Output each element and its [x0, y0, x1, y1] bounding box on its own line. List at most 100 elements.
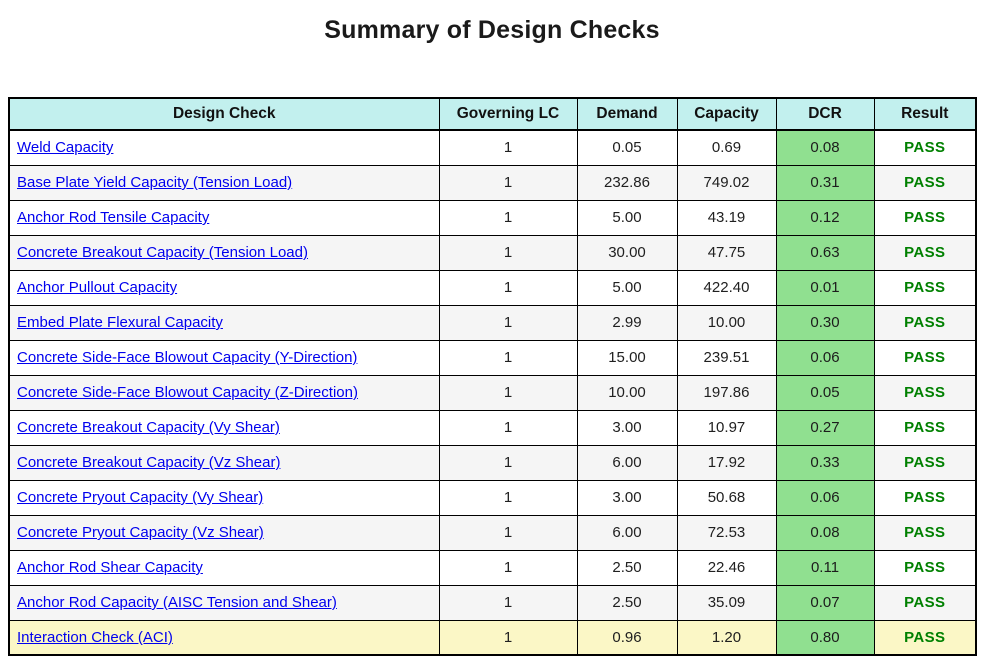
governing-lc-cell: 1 — [438, 584, 578, 621]
result-cell: PASS — [873, 409, 977, 446]
governing-lc-cell: 1 — [438, 514, 578, 551]
dcr-cell: 0.12 — [775, 199, 875, 236]
table-row-weld-capacity: Weld Capacity 1 0.05 0.69 0.08 PASS — [8, 129, 977, 166]
dcr-cell: 0.33 — [775, 444, 875, 481]
capacity-cell: 22.46 — [676, 549, 777, 586]
table-row-side-face-blowout-y: Concrete Side-Face Blowout Capacity (Y-D… — [8, 339, 977, 376]
governing-lc-cell: 1 — [438, 374, 578, 411]
design-check-link[interactable]: Concrete Pryout Capacity (Vz Shear) — [17, 524, 264, 541]
design-check-link[interactable]: Concrete Breakout Capacity (Vy Shear) — [17, 419, 280, 436]
design-check-link[interactable]: Interaction Check (ACI) — [17, 628, 173, 646]
dcr-cell: 0.08 — [775, 129, 875, 166]
capacity-cell: 72.53 — [676, 514, 777, 551]
governing-lc-cell: 1 — [438, 164, 578, 201]
table-row-side-face-blowout-z: Concrete Side-Face Blowout Capacity (Z-D… — [8, 374, 977, 411]
result-cell: PASS — [873, 164, 977, 201]
demand-cell: 6.00 — [576, 514, 678, 551]
design-check-link[interactable]: Concrete Side-Face Blowout Capacity (Y-D… — [17, 349, 358, 366]
capacity-cell: 1.20 — [676, 619, 777, 656]
demand-cell: 3.00 — [576, 479, 678, 516]
governing-lc-cell: 1 — [438, 549, 578, 586]
dcr-cell: 0.30 — [775, 304, 875, 341]
capacity-cell: 749.02 — [676, 164, 777, 201]
design-check-link[interactable]: Concrete Pryout Capacity (Vy Shear) — [17, 489, 264, 506]
governing-lc-cell: 1 — [438, 444, 578, 481]
table-row-anchor-rod-aisc: Anchor Rod Capacity (AISC Tension and Sh… — [8, 584, 977, 621]
design-check-link[interactable]: Anchor Rod Capacity (AISC Tension and Sh… — [17, 594, 337, 611]
demand-cell: 232.86 — [576, 164, 678, 201]
dcr-cell: 0.06 — [775, 479, 875, 516]
governing-lc-cell: 1 — [438, 199, 578, 236]
capacity-cell: 47.75 — [676, 234, 777, 271]
table-row-concrete-breakout-tension: Concrete Breakout Capacity (Tension Load… — [8, 234, 977, 271]
design-check-link[interactable]: Anchor Pullout Capacity — [17, 279, 178, 296]
design-check-link[interactable]: Concrete Breakout Capacity (Tension Load… — [17, 244, 308, 261]
governing-lc-cell: 1 — [438, 479, 578, 516]
result-cell: PASS — [873, 584, 977, 621]
design-check-link[interactable]: Anchor Rod Shear Capacity — [17, 559, 203, 576]
demand-cell: 6.00 — [576, 444, 678, 481]
table-row-base-plate-yield: Base Plate Yield Capacity (Tension Load)… — [8, 164, 977, 201]
design-check-link[interactable]: Embed Plate Flexural Capacity — [17, 314, 223, 331]
table-header-row: Design Check Governing LC Demand Capacit… — [8, 97, 977, 131]
capacity-cell: 35.09 — [676, 584, 777, 621]
dcr-cell: 0.08 — [775, 514, 875, 551]
demand-cell: 2.99 — [576, 304, 678, 341]
capacity-cell: 197.86 — [676, 374, 777, 411]
design-check-link[interactable]: Base Plate Yield Capacity (Tension Load) — [17, 174, 293, 191]
header-governing-lc: Governing LC — [438, 97, 578, 131]
dcr-cell: 0.06 — [775, 339, 875, 376]
header-capacity: Capacity — [676, 97, 777, 131]
result-cell: PASS — [873, 339, 977, 376]
governing-lc-cell: 1 — [438, 409, 578, 446]
governing-lc-cell: 1 — [438, 234, 578, 271]
capacity-cell: 0.69 — [676, 129, 777, 166]
dcr-cell: 0.11 — [775, 549, 875, 586]
result-cell: PASS — [873, 514, 977, 551]
capacity-cell: 10.00 — [676, 304, 777, 341]
capacity-cell: 239.51 — [676, 339, 777, 376]
capacity-cell: 422.40 — [676, 269, 777, 306]
demand-cell: 0.96 — [576, 619, 678, 656]
result-cell: PASS — [873, 304, 977, 341]
result-cell: PASS — [873, 619, 977, 656]
table-row-concrete-breakout-vz: Concrete Breakout Capacity (Vz Shear) 1 … — [8, 444, 977, 481]
design-check-link[interactable]: Concrete Breakout Capacity (Vz Shear) — [17, 454, 281, 471]
dcr-cell: 0.80 — [775, 619, 875, 656]
result-cell: PASS — [873, 129, 977, 166]
governing-lc-cell: 1 — [438, 619, 578, 656]
dcr-cell: 0.27 — [775, 409, 875, 446]
design-check-link[interactable]: Weld Capacity — [17, 139, 114, 157]
table-row-embed-plate-flexural: Embed Plate Flexural Capacity 1 2.99 10.… — [8, 304, 977, 341]
table-row-concrete-breakout-vy: Concrete Breakout Capacity (Vy Shear) 1 … — [8, 409, 977, 446]
result-cell: PASS — [873, 479, 977, 516]
governing-lc-cell: 1 — [438, 269, 578, 306]
table-row-concrete-pryout-vy: Concrete Pryout Capacity (Vy Shear) 1 3.… — [8, 479, 977, 516]
header-demand: Demand — [576, 97, 678, 131]
table-row-anchor-rod-tensile: Anchor Rod Tensile Capacity 1 5.00 43.19… — [8, 199, 977, 236]
demand-cell: 5.00 — [576, 269, 678, 306]
design-check-link[interactable]: Concrete Side-Face Blowout Capacity (Z-D… — [17, 384, 358, 401]
result-cell: PASS — [873, 374, 977, 411]
capacity-cell: 50.68 — [676, 479, 777, 516]
demand-cell: 3.00 — [576, 409, 678, 446]
page-title: Summary of Design Checks — [324, 16, 660, 44]
dcr-cell: 0.07 — [775, 584, 875, 621]
demand-cell: 30.00 — [576, 234, 678, 271]
table-row-anchor-rod-shear: Anchor Rod Shear Capacity 1 2.50 22.46 0… — [8, 549, 977, 586]
header-result: Result — [873, 97, 977, 131]
result-cell: PASS — [873, 234, 977, 271]
header-design-check: Design Check — [8, 97, 440, 131]
demand-cell: 2.50 — [576, 549, 678, 586]
dcr-cell: 0.05 — [775, 374, 875, 411]
governing-lc-cell: 1 — [438, 129, 578, 166]
dcr-cell: 0.31 — [775, 164, 875, 201]
design-check-link[interactable]: Anchor Rod Tensile Capacity — [17, 209, 210, 226]
dcr-cell: 0.01 — [775, 269, 875, 306]
result-cell: PASS — [873, 444, 977, 481]
result-cell: PASS — [873, 269, 977, 306]
governing-lc-cell: 1 — [438, 304, 578, 341]
header-dcr: DCR — [775, 97, 875, 131]
capacity-cell: 43.19 — [676, 199, 777, 236]
table-row-interaction-check: Interaction Check (ACI) 1 0.96 1.20 0.80… — [8, 619, 977, 656]
